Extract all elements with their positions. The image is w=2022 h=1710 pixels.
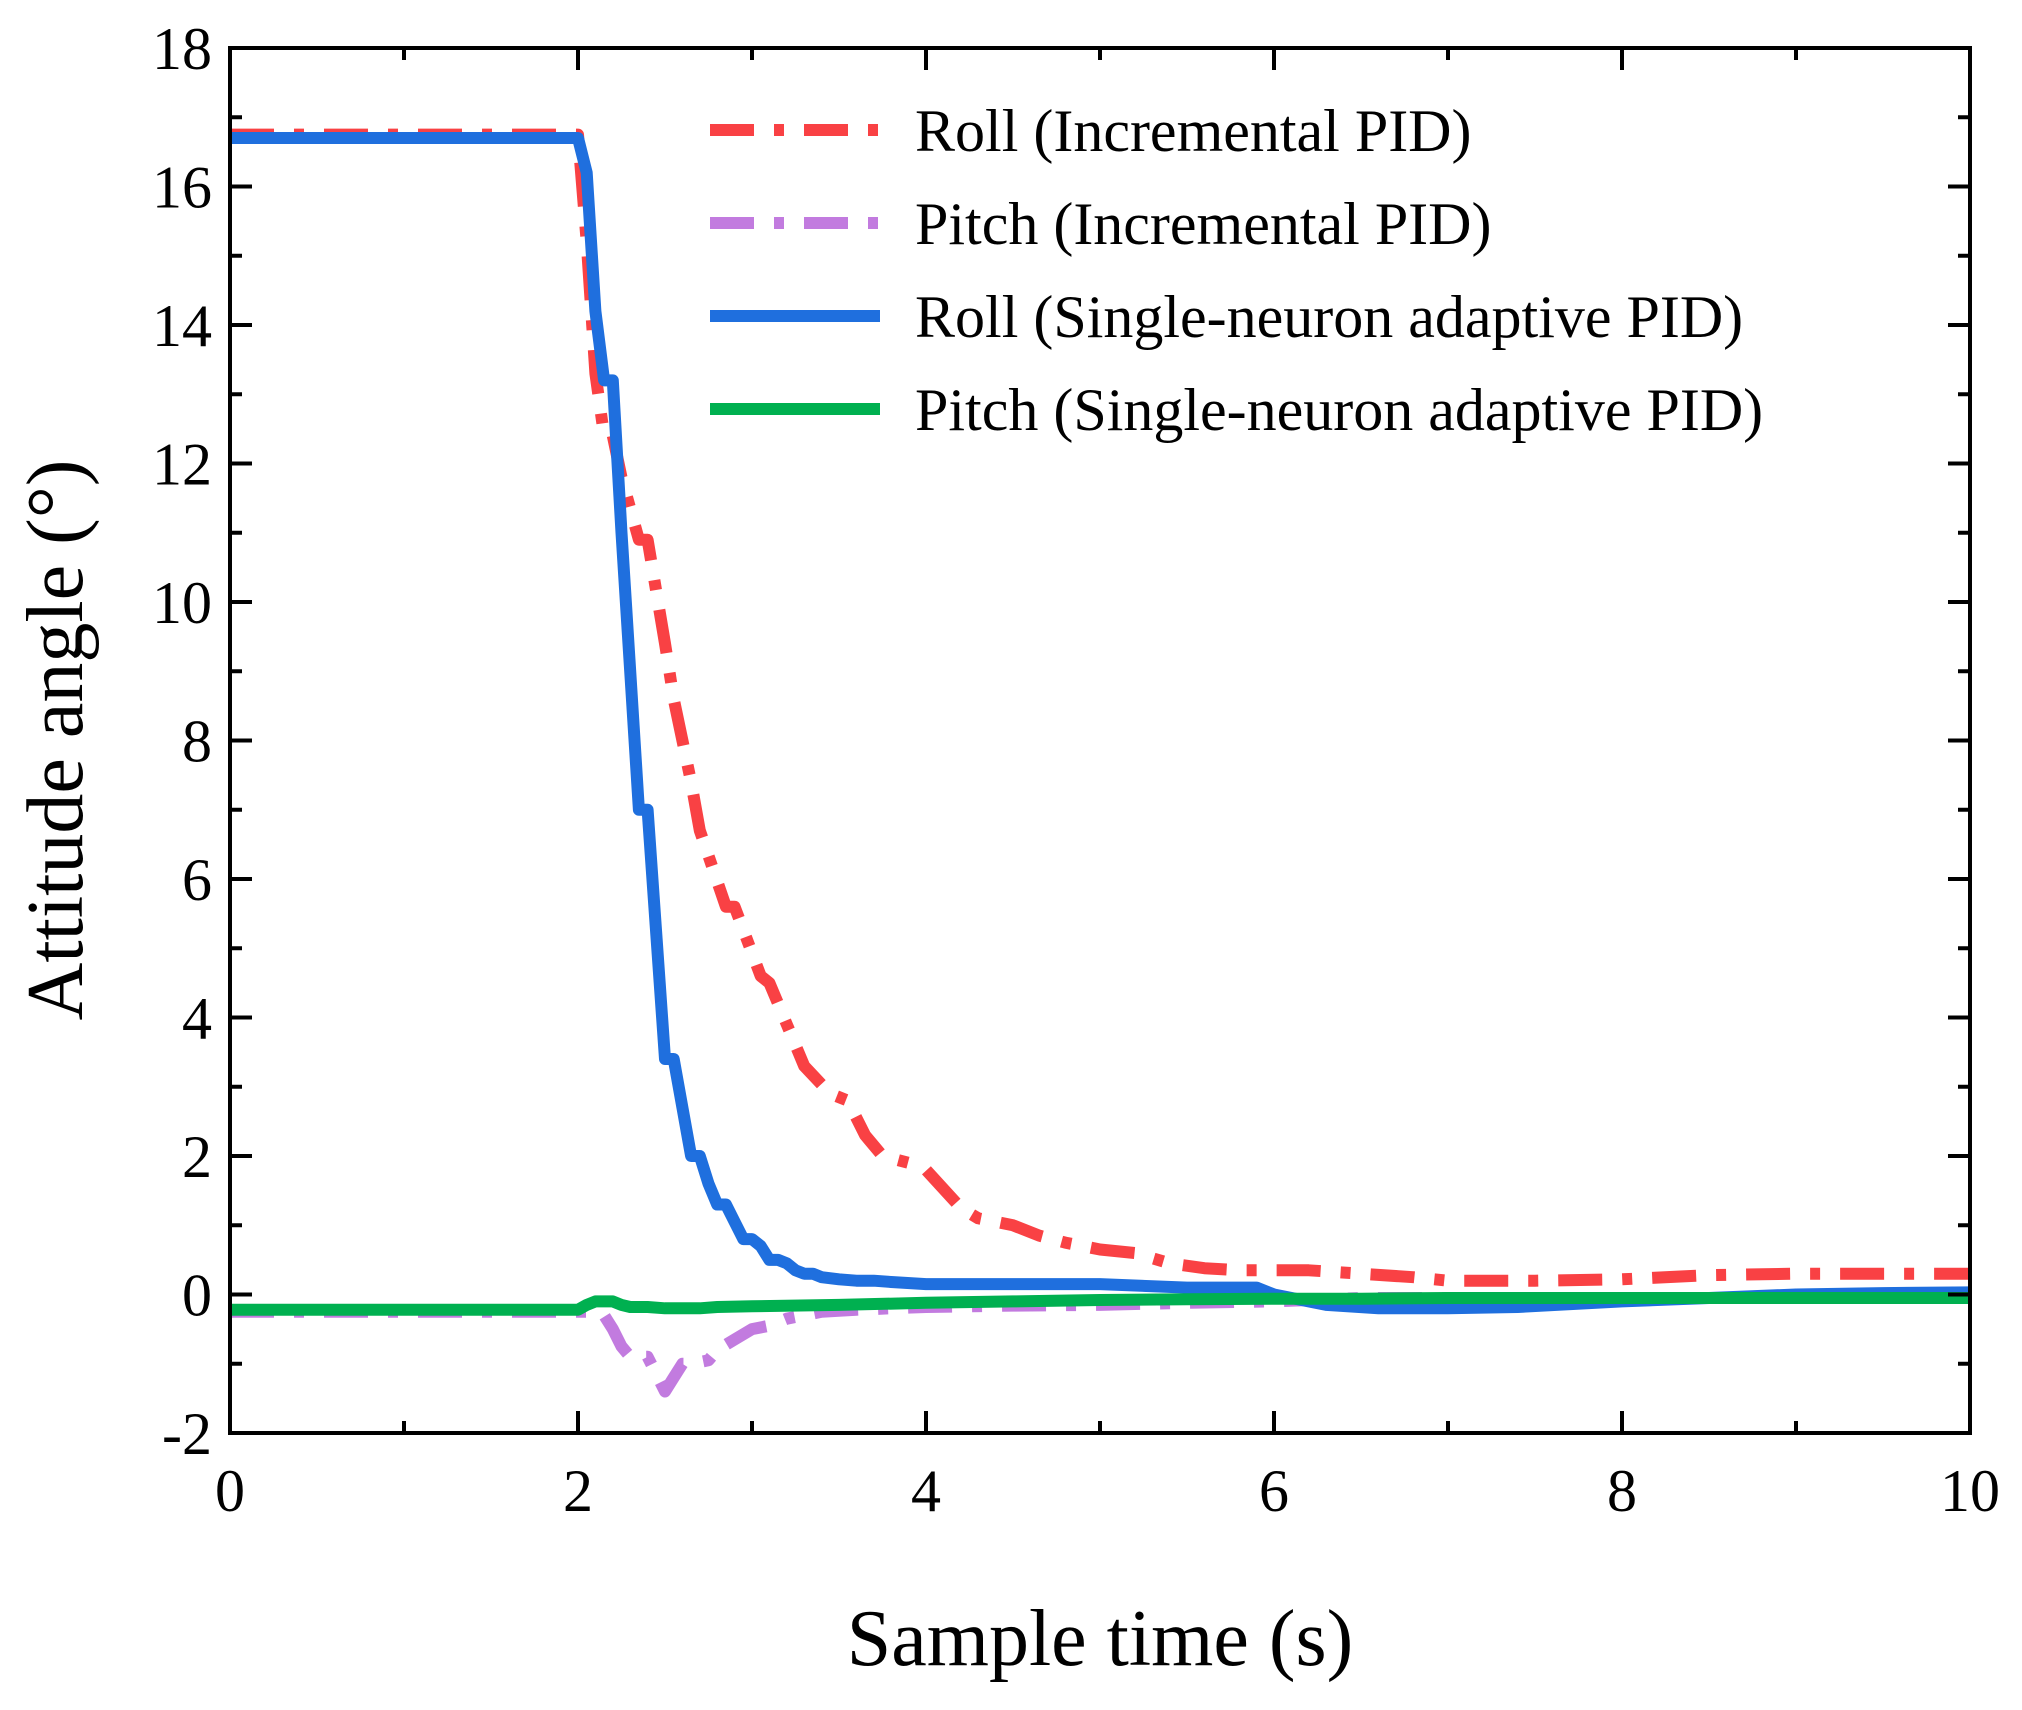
legend-label-4: Pitch (Single-neuron adaptive PID) (915, 377, 1763, 443)
series-layer (230, 128, 1970, 1398)
y-tick-label: 6 (182, 847, 212, 913)
y-tick-label: 8 (182, 709, 212, 775)
y-tick-label: 0 (182, 1263, 212, 1329)
x-tick-label: 6 (1259, 1458, 1289, 1524)
x-tick-label: 2 (563, 1458, 593, 1524)
y-tick-label: 18 (152, 16, 212, 82)
y-tick-label: 4 (182, 986, 212, 1052)
series-line-4 (230, 1292, 1970, 1316)
x-tick-label: 4 (911, 1458, 941, 1524)
legend-label-1: Roll (Incremental PID) (915, 98, 1472, 164)
y-tick-label: 10 (152, 570, 212, 636)
y-tick-label: 12 (152, 432, 212, 498)
legend: Roll (Incremental PID) Pitch (Incremental… (710, 98, 1763, 443)
legend-label-3: Roll (Single-neuron adaptive PID) (915, 284, 1743, 350)
x-axis-title: Sample time (s) (847, 1595, 1354, 1683)
legend-label-2: Pitch (Incremental PID) (915, 191, 1491, 257)
y-tick-label: 14 (152, 293, 212, 359)
x-tick-label: 0 (215, 1458, 245, 1524)
x-tick-label: 8 (1607, 1458, 1637, 1524)
y-tick-label: -2 (162, 1401, 212, 1467)
series-line-1 (230, 128, 1970, 1287)
series-line-2 (230, 1292, 1970, 1398)
y-tick-label: 2 (182, 1124, 212, 1190)
x-tick-label: 10 (1940, 1458, 2000, 1524)
y-tick-label: 16 (152, 155, 212, 221)
y-axis-title: Attitude angle (°) (12, 460, 100, 1021)
